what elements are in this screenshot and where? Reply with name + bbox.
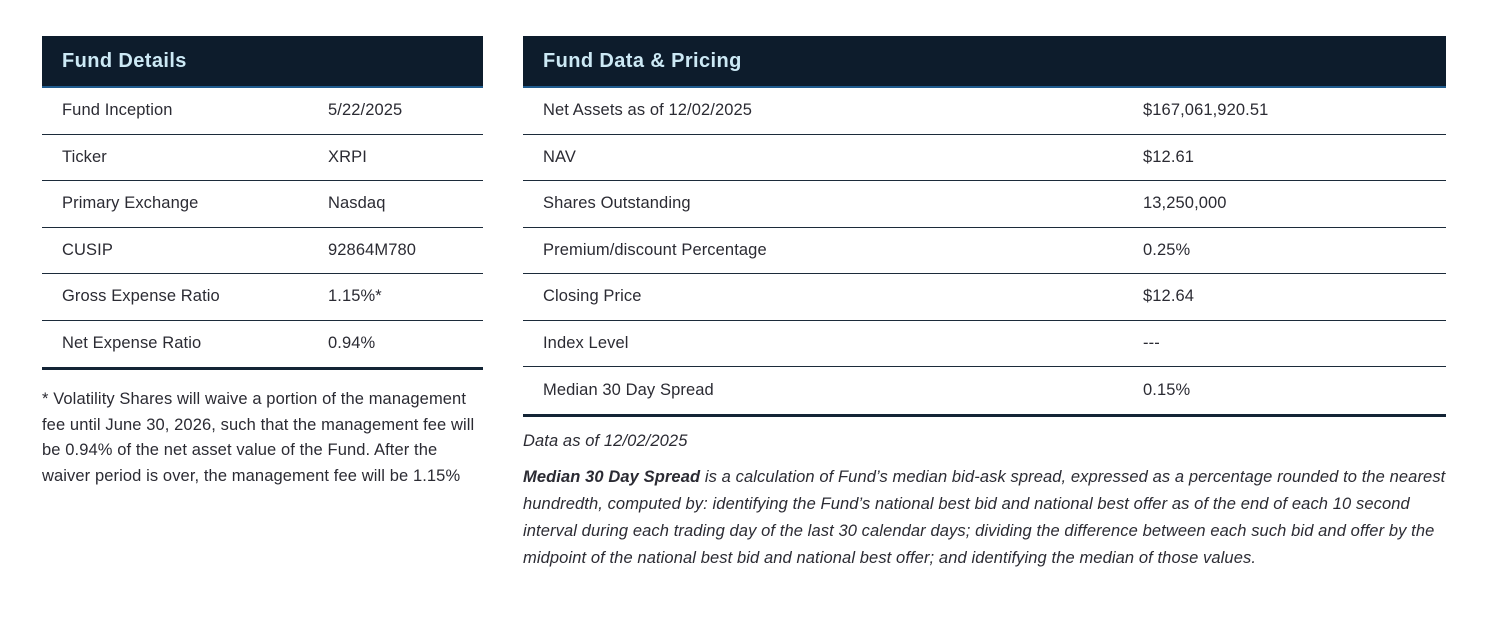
median-spread-definition: Median 30 Day Spread is a calculation of… — [523, 464, 1446, 572]
row-label: Closing Price — [543, 287, 642, 306]
row-value: 1.15%* — [328, 287, 382, 306]
fund-data-pricing-card: Fund Data & Pricing Net Assets as of 12/… — [523, 36, 1446, 572]
row-value: 0.94% — [328, 334, 376, 353]
fund-details-table: Fund Inception 5/22/2025 Ticker XRPI Pri… — [42, 88, 483, 370]
row-label: CUSIP — [62, 240, 113, 259]
table-row-primary-exchange: Primary Exchange Nasdaq — [42, 181, 483, 228]
table-row-gross-expense-ratio: Gross Expense Ratio 1.15%* — [42, 274, 483, 321]
row-value: $167,061,920.51 — [1143, 101, 1269, 120]
fund-data-pricing-table: Net Assets as of 12/02/2025 $167,061,920… — [523, 88, 1446, 417]
row-label: Index Level — [543, 333, 629, 352]
table-row-closing-price: Closing Price $12.64 — [523, 274, 1446, 321]
row-value: 0.25% — [1143, 240, 1191, 259]
row-label: Ticker — [62, 147, 107, 166]
row-label: Gross Expense Ratio — [62, 287, 220, 306]
table-row-nav: NAV $12.61 — [523, 135, 1446, 181]
table-row-ticker: Ticker XRPI — [42, 135, 483, 181]
table-row-shares-outstanding: Shares Outstanding 13,250,000 — [523, 181, 1446, 228]
table-row-net-expense-ratio: Net Expense Ratio 0.94% — [42, 321, 483, 368]
row-value: 13,250,000 — [1143, 194, 1227, 213]
fund-data-pricing-title: Fund Data & Pricing — [543, 49, 742, 72]
row-label: Net Assets as of 12/02/2025 — [543, 101, 753, 120]
fund-details-title: Fund Details — [62, 49, 187, 72]
row-label: Primary Exchange — [62, 194, 199, 213]
row-value: $12.64 — [1143, 287, 1195, 306]
table-row-net-assets: Net Assets as of 12/02/2025 $167,061,920… — [523, 88, 1446, 135]
row-value: 5/22/2025 — [328, 101, 403, 120]
table-row-fund-inception: Fund Inception 5/22/2025 — [42, 88, 483, 135]
row-value: $12.61 — [1143, 147, 1195, 166]
definition-body: is a calculation of Fund’s median bid-as… — [523, 467, 1446, 567]
fund-details-card: Fund Details Fund Inception 5/22/2025 Ti… — [42, 36, 483, 489]
row-label: Premium/discount Percentage — [543, 240, 767, 259]
row-label: NAV — [543, 147, 577, 166]
fund-details-header: Fund Details — [42, 36, 483, 88]
row-label: Median 30 Day Spread — [543, 380, 714, 399]
table-row-cusip: CUSIP 92864M780 — [42, 228, 483, 274]
row-value: --- — [1143, 333, 1160, 352]
row-value: XRPI — [328, 147, 367, 166]
expense-ratio-footnote: * Volatility Shares will waive a portion… — [42, 390, 475, 485]
row-label: Fund Inception — [62, 101, 173, 120]
table-row-premium-discount: Premium/discount Percentage 0.25% — [523, 228, 1446, 274]
data-as-of-note: Data as of 12/02/2025 — [523, 431, 688, 450]
definition-term: Median 30 Day Spread — [523, 467, 701, 486]
row-value: 0.15% — [1143, 380, 1191, 399]
row-value: 92864M780 — [328, 240, 417, 259]
table-row-index-level: Index Level --- — [523, 321, 1446, 367]
row-label: Shares Outstanding — [543, 194, 691, 213]
fund-data-pricing-header: Fund Data & Pricing — [523, 36, 1446, 88]
table-row-median-30-day-spread: Median 30 Day Spread 0.15% — [523, 367, 1446, 414]
row-label: Net Expense Ratio — [62, 334, 202, 353]
row-value: Nasdaq — [328, 194, 386, 213]
